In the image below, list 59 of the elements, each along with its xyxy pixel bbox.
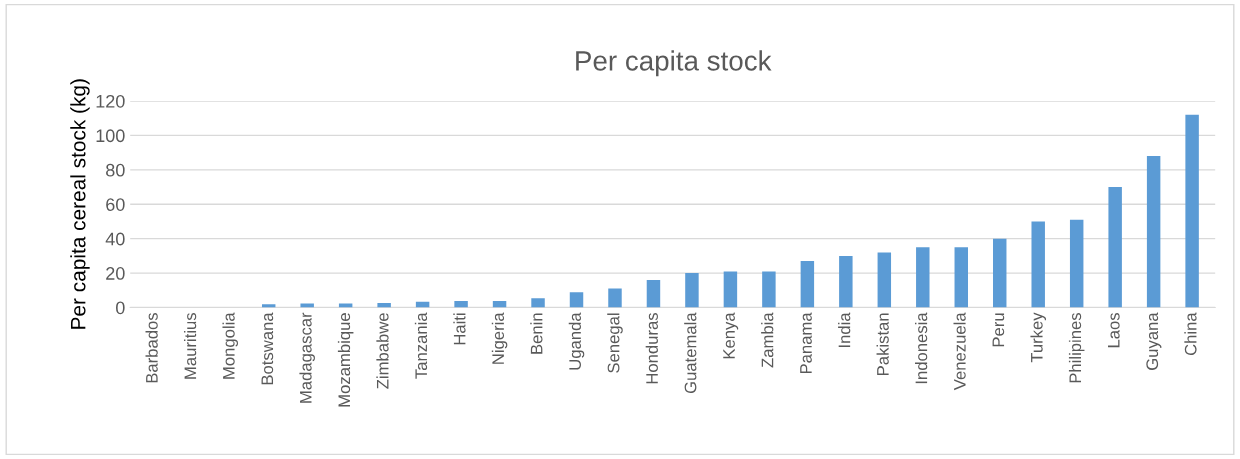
chart-title: Per capita stock xyxy=(576,50,772,77)
x-tick-label: Tanzania xyxy=(414,312,428,379)
x-tick-label: Zambia xyxy=(761,312,774,368)
x-tick-label: Senegal xyxy=(607,313,623,373)
bar xyxy=(685,273,699,308)
x-tick-label: Mozambique xyxy=(337,313,354,407)
x-tick-label: Turkey xyxy=(1030,312,1046,363)
x-tick-label: Guyana xyxy=(1146,312,1162,370)
bar xyxy=(993,238,1007,308)
bar xyxy=(1031,221,1045,308)
y-tick-label: 20 xyxy=(106,267,125,280)
bar xyxy=(454,300,468,308)
x-tick-label: Venezuela xyxy=(953,312,966,391)
x-tick-label: India xyxy=(838,312,851,347)
x-tick-label: Indonesia xyxy=(915,312,928,384)
y-tick-label: 40 xyxy=(105,232,125,246)
x-tick-label: Benin xyxy=(530,313,543,354)
bar xyxy=(608,288,622,308)
bar xyxy=(954,247,968,308)
y-axis-title: Per capita cereal stock (kg) xyxy=(70,79,90,329)
x-tick-label: Uganda xyxy=(568,312,585,370)
x-tick-label: Peru xyxy=(992,313,1005,347)
bar xyxy=(377,303,391,308)
x-tick-label: China xyxy=(1184,312,1197,356)
x-tick-label: Botswana xyxy=(261,312,274,385)
y-tick-label: 120 xyxy=(96,94,125,108)
y-tick-label: 80 xyxy=(106,163,125,177)
bar xyxy=(839,255,853,308)
bar xyxy=(1146,156,1161,308)
bar xyxy=(723,271,738,308)
bar xyxy=(338,303,353,308)
x-tick-label: Pakistan xyxy=(876,313,889,375)
x-tick-label: Haiti xyxy=(453,313,466,345)
bar xyxy=(300,303,314,308)
x-tick-label: Nigeria xyxy=(491,312,508,364)
x-tick-label: Mauritius xyxy=(183,312,197,379)
bar xyxy=(569,292,584,308)
bar xyxy=(1108,187,1122,308)
x-tick-label: Kenya xyxy=(723,312,739,359)
x-tick-label: Honduras xyxy=(645,312,658,384)
bar xyxy=(916,247,930,308)
bar xyxy=(800,261,815,308)
x-tick-label: Madagascar xyxy=(299,312,315,403)
bar xyxy=(762,271,776,308)
bar xyxy=(877,252,892,308)
y-tick-label: 0 xyxy=(116,301,125,315)
bar xyxy=(531,298,545,308)
x-tick-label: Laos xyxy=(1108,312,1120,348)
x-tick-label: Barbados xyxy=(145,312,158,383)
x-tick-label: Philipines xyxy=(1068,312,1085,383)
bar xyxy=(646,279,661,308)
x-tick-label: Mongolia xyxy=(222,312,238,379)
x-tick-label: Guatemala xyxy=(684,312,697,394)
x-tick-label: Panama xyxy=(800,312,812,374)
bar xyxy=(1069,219,1084,308)
x-tick-label: Zimbabwe xyxy=(376,313,389,389)
y-tick-label: 60 xyxy=(106,198,125,211)
y-tick-label: 100 xyxy=(96,129,125,143)
bar xyxy=(1185,114,1199,308)
